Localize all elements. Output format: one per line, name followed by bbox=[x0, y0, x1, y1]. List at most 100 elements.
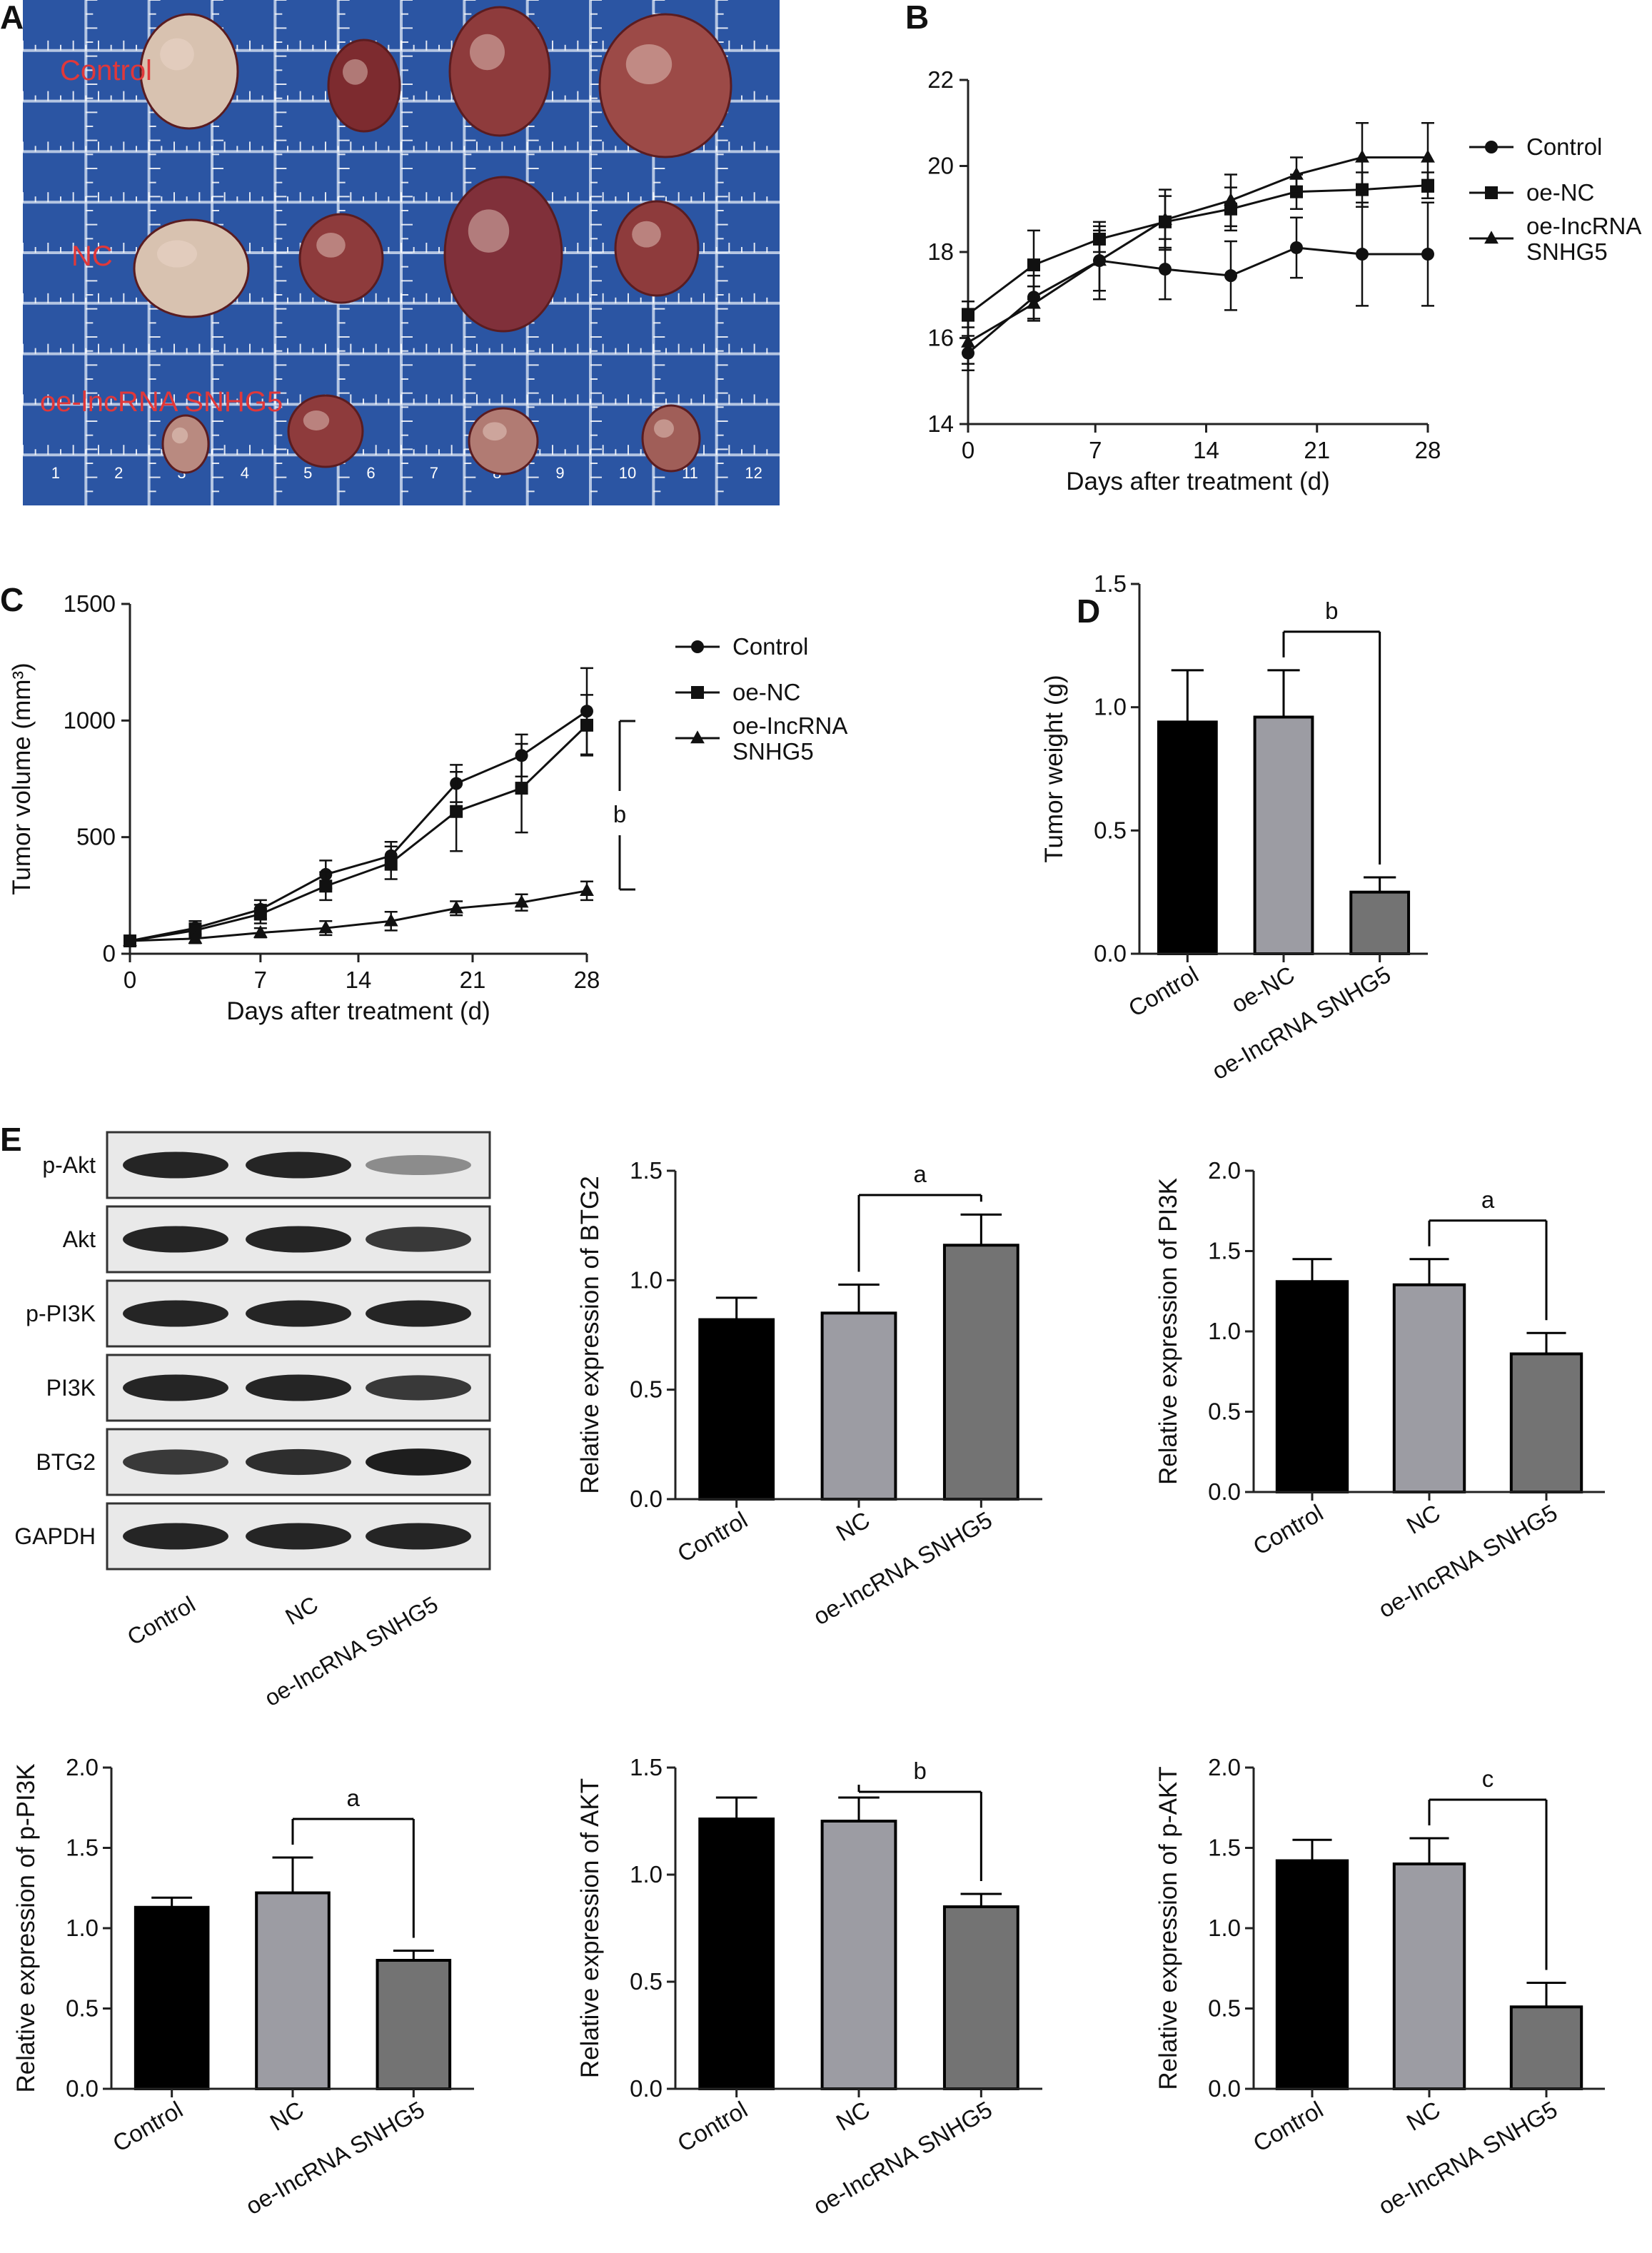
significance-label: b bbox=[913, 1758, 926, 1784]
category-label: Control bbox=[1249, 1499, 1328, 1560]
category-label: NC bbox=[832, 1506, 875, 1546]
blot-row-label: p-Akt bbox=[42, 1152, 96, 1178]
bar bbox=[820, 1311, 897, 1501]
data-point bbox=[1421, 248, 1434, 261]
data-point bbox=[449, 900, 464, 914]
x-tick-label: 21 bbox=[1304, 437, 1330, 463]
y-tick-label: 16 bbox=[927, 325, 954, 351]
ruler-number: 7 bbox=[430, 464, 438, 482]
data-point bbox=[383, 913, 398, 927]
y-axis-label: Tumor weight (g) bbox=[1040, 675, 1068, 862]
line-chart-c: 0 500 1000 1500 0 7 14 21 28 Days after treatment… bbox=[8, 590, 847, 1025]
data-point bbox=[319, 879, 333, 893]
y-tick-label: 0.5 bbox=[1208, 1398, 1241, 1425]
ruler-number: 5 bbox=[303, 464, 312, 482]
y-tick-label: 1500 bbox=[64, 590, 116, 617]
category-label: Control bbox=[673, 2096, 752, 2157]
bar bbox=[1392, 1863, 1466, 2090]
y-axis-label: Relative expression of p-PI3K bbox=[12, 1763, 40, 2092]
line-chart-b: 14 16 18 20 22 0 7 14 21 28 Days after treatment (… bbox=[927, 66, 1641, 495]
bar bbox=[1157, 720, 1218, 955]
panel-letter-b: B bbox=[905, 0, 929, 36]
panel-letter-e: E bbox=[0, 1121, 22, 1158]
x-tick-label: 0 bbox=[962, 437, 974, 463]
y-tick-label: 1.5 bbox=[630, 1157, 663, 1184]
series-line bbox=[129, 710, 588, 942]
category-label: Control bbox=[1124, 961, 1203, 1022]
blot-band bbox=[366, 1226, 471, 1252]
tumor-specimen bbox=[443, 176, 563, 333]
data-point bbox=[691, 686, 704, 699]
blot-band bbox=[246, 1300, 351, 1327]
series-line bbox=[129, 889, 588, 942]
ruler-number: 12 bbox=[745, 464, 762, 482]
blot-band bbox=[366, 1375, 471, 1401]
bar bbox=[1253, 715, 1314, 955]
data-point bbox=[253, 907, 267, 921]
category-label: oe-IncRNA SNHG5 bbox=[1207, 961, 1395, 1084]
significance-label: a bbox=[1481, 1186, 1495, 1213]
significance-label: b bbox=[1325, 598, 1338, 624]
data-point bbox=[1356, 248, 1369, 261]
y-tick-label: 0.5 bbox=[630, 1376, 663, 1403]
blot-row-label: BTG2 bbox=[36, 1449, 96, 1475]
data-point bbox=[580, 883, 594, 896]
bar bbox=[698, 1818, 775, 2090]
blot-band bbox=[366, 1154, 471, 1176]
tumor-specimen bbox=[468, 407, 539, 475]
legend-label: oe-NC bbox=[1526, 179, 1594, 206]
y-axis-label: Relative expression of PI3K bbox=[1154, 1178, 1182, 1485]
panel-letter-c: C bbox=[0, 581, 24, 618]
tumor-highlight bbox=[654, 419, 674, 438]
bar bbox=[1275, 1859, 1349, 2090]
y-tick-label: 0.0 bbox=[1094, 940, 1127, 967]
x-tick-label: 28 bbox=[574, 967, 600, 993]
y-tick-label: 0.5 bbox=[1094, 817, 1127, 843]
y-tick-label: 0.5 bbox=[1208, 1995, 1241, 2022]
blot-row-label: GAPDH bbox=[14, 1523, 96, 1549]
ruler-number: 1 bbox=[51, 464, 60, 482]
y-tick-label: 14 bbox=[927, 410, 954, 437]
bar bbox=[698, 1318, 775, 1501]
data-point bbox=[1027, 258, 1040, 272]
bar bbox=[820, 1820, 897, 2090]
ruler-number: 10 bbox=[619, 464, 636, 482]
bar bbox=[134, 1905, 210, 2090]
series-line bbox=[129, 724, 588, 942]
y-tick-label: 2.0 bbox=[1208, 1157, 1241, 1184]
y-tick-label: 20 bbox=[927, 153, 954, 179]
bar bbox=[1349, 890, 1411, 955]
ruler-number: 2 bbox=[114, 464, 123, 482]
data-point bbox=[1224, 192, 1238, 206]
series-line bbox=[967, 246, 1428, 354]
category-label: NC bbox=[1402, 2096, 1445, 2136]
y-tick-label: 18 bbox=[927, 238, 954, 265]
category-label: Control bbox=[1249, 2096, 1328, 2157]
tumor-highlight bbox=[632, 221, 661, 248]
blot-band bbox=[123, 1300, 228, 1327]
y-tick-label: 1.5 bbox=[1208, 1835, 1241, 1861]
tumor-specimen bbox=[133, 218, 250, 318]
category-label: oe-NC bbox=[1227, 961, 1299, 1018]
tumor-specimen bbox=[139, 13, 239, 130]
x-tick-label: 7 bbox=[1089, 437, 1102, 463]
y-tick-label: 1.0 bbox=[630, 1266, 663, 1293]
tumor-highlight bbox=[468, 209, 510, 253]
tumor-highlight bbox=[303, 410, 330, 430]
tumor-highlight bbox=[160, 38, 194, 71]
tumor-specimen bbox=[287, 394, 364, 468]
y-tick-label: 1.0 bbox=[1208, 1915, 1241, 1941]
blot-band bbox=[366, 1448, 471, 1476]
data-point bbox=[450, 805, 463, 818]
blot-row-label: Akt bbox=[63, 1226, 96, 1252]
blot-band bbox=[246, 1523, 351, 1550]
blot-band bbox=[123, 1374, 228, 1401]
tumor-highlight bbox=[470, 34, 505, 71]
photo-label-nc: NC bbox=[71, 241, 113, 272]
y-axis-label: Relative expression of p-AKT bbox=[1154, 1766, 1182, 2090]
blot-band bbox=[123, 1449, 228, 1475]
